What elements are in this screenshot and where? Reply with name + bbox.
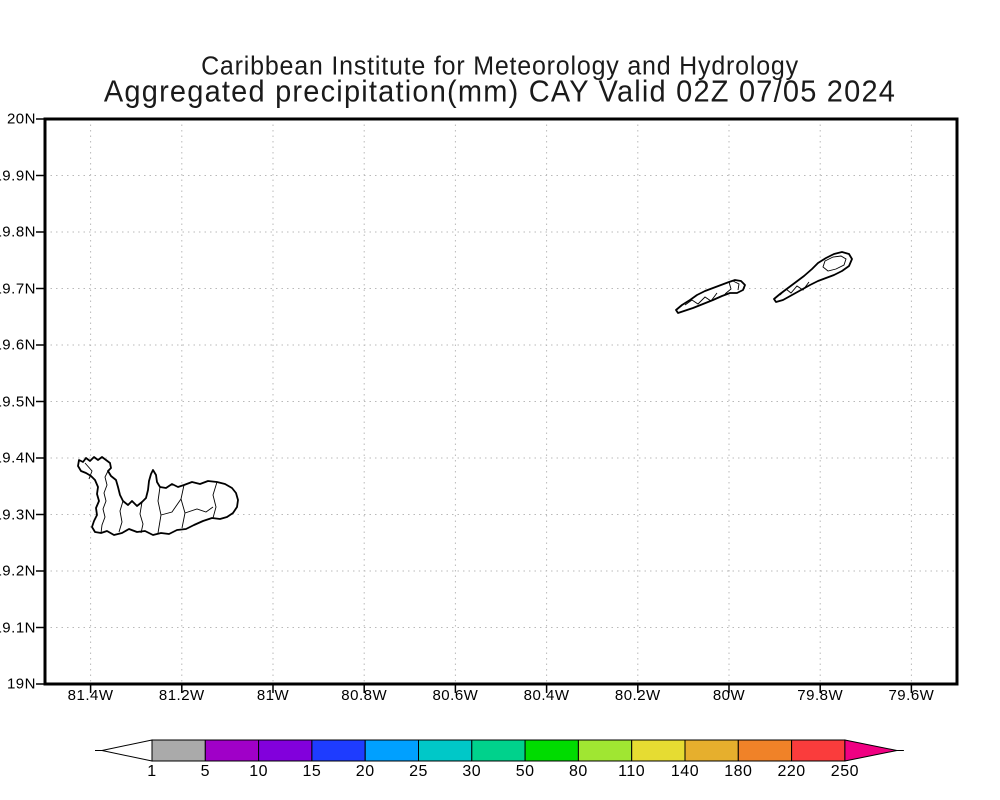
colorbar-segment	[311, 739, 366, 762]
colorbar	[95, 739, 904, 762]
colorbar-tick-label: 25	[409, 763, 428, 780]
colorbar-segment	[577, 739, 633, 762]
colorbar-segment	[204, 739, 260, 762]
cayman-brac-detail-lines	[779, 255, 847, 296]
map-title: Aggregated precipitation(mm) CAY Valid 0…	[103, 75, 897, 109]
y-axis-label: 19.6N	[0, 336, 36, 354]
y-axis-label: 19.5N	[0, 393, 36, 410]
colorbar-tick-label: 220	[777, 763, 806, 780]
x-axis-label: 80.2W	[614, 687, 661, 704]
y-axis-label: 20N	[6, 110, 36, 128]
colorbar-tick-label: 110	[618, 763, 646, 780]
colorbar-tick-label: 50	[515, 763, 535, 780]
colorbar-right-arrow	[844, 739, 897, 762]
y-axis-label: 19.8N	[0, 223, 36, 241]
colorbar-segment	[418, 739, 473, 762]
little-cayman-island	[675, 279, 746, 314]
y-axis-label: 19.2N	[0, 562, 36, 580]
colorbar-tick-label: 140	[670, 763, 700, 780]
grand-cayman-island	[77, 456, 239, 536]
colorbar-tick-label: 1	[147, 763, 157, 780]
map-border	[43, 117, 959, 686]
y-axis-label: 19.9N	[0, 167, 36, 184]
colorbar-segment	[524, 739, 579, 762]
x-axis-label: 80W	[712, 687, 746, 704]
colorbar-tick-label: 5	[200, 763, 210, 780]
colorbar-segment	[471, 739, 526, 762]
x-axis-label: 80.4W	[523, 687, 570, 704]
colorbar-segment	[791, 739, 846, 762]
x-axis-label: 81.2W	[158, 687, 205, 704]
x-axis-label: 80.6W	[432, 687, 479, 704]
grid-layer	[45, 119, 957, 684]
colorbar-segment	[258, 739, 313, 762]
colorbar-segment	[737, 739, 793, 762]
colorbar-tick-label: 30	[462, 763, 482, 780]
map-frame-layer	[36, 117, 959, 693]
grand-cayman-district-lines	[84, 462, 218, 534]
islands-layer	[77, 251, 853, 536]
x-axis-label: 79.8W	[797, 687, 844, 704]
colorbar-left-arrow	[101, 739, 153, 762]
x-axis-label: 79.6W	[888, 687, 935, 704]
colorbar-tick-label: 80	[568, 763, 588, 780]
colorbar-tick-label: 15	[302, 763, 322, 780]
colorbar-segment	[364, 739, 420, 762]
colorbar-tick-label: 250	[830, 763, 859, 780]
x-axis-label: 81.4W	[67, 687, 114, 704]
colorbar-segment	[684, 739, 739, 762]
colorbar-segment	[631, 739, 686, 762]
y-axis-label: 19.1N	[0, 619, 36, 636]
y-axis-label: 19.4N	[0, 449, 36, 467]
little-cayman-detail-lines	[684, 280, 740, 306]
colorbar-segment	[151, 739, 206, 762]
colorbar-tick-label: 20	[355, 763, 375, 780]
y-axis-label: 19.7N	[0, 280, 36, 297]
y-axis-label: 19N	[6, 675, 36, 693]
colorbar-tick-label: 10	[249, 763, 268, 780]
y-axis-label: 19.3N	[0, 506, 36, 523]
x-axis-label: 80.8W	[341, 687, 388, 704]
cayman-brac-island	[773, 251, 853, 303]
x-axis-label: 81W	[256, 687, 290, 704]
colorbar-tick-label: 180	[724, 763, 753, 780]
institute-title: Caribbean Institute for Meteorology and …	[201, 51, 799, 81]
